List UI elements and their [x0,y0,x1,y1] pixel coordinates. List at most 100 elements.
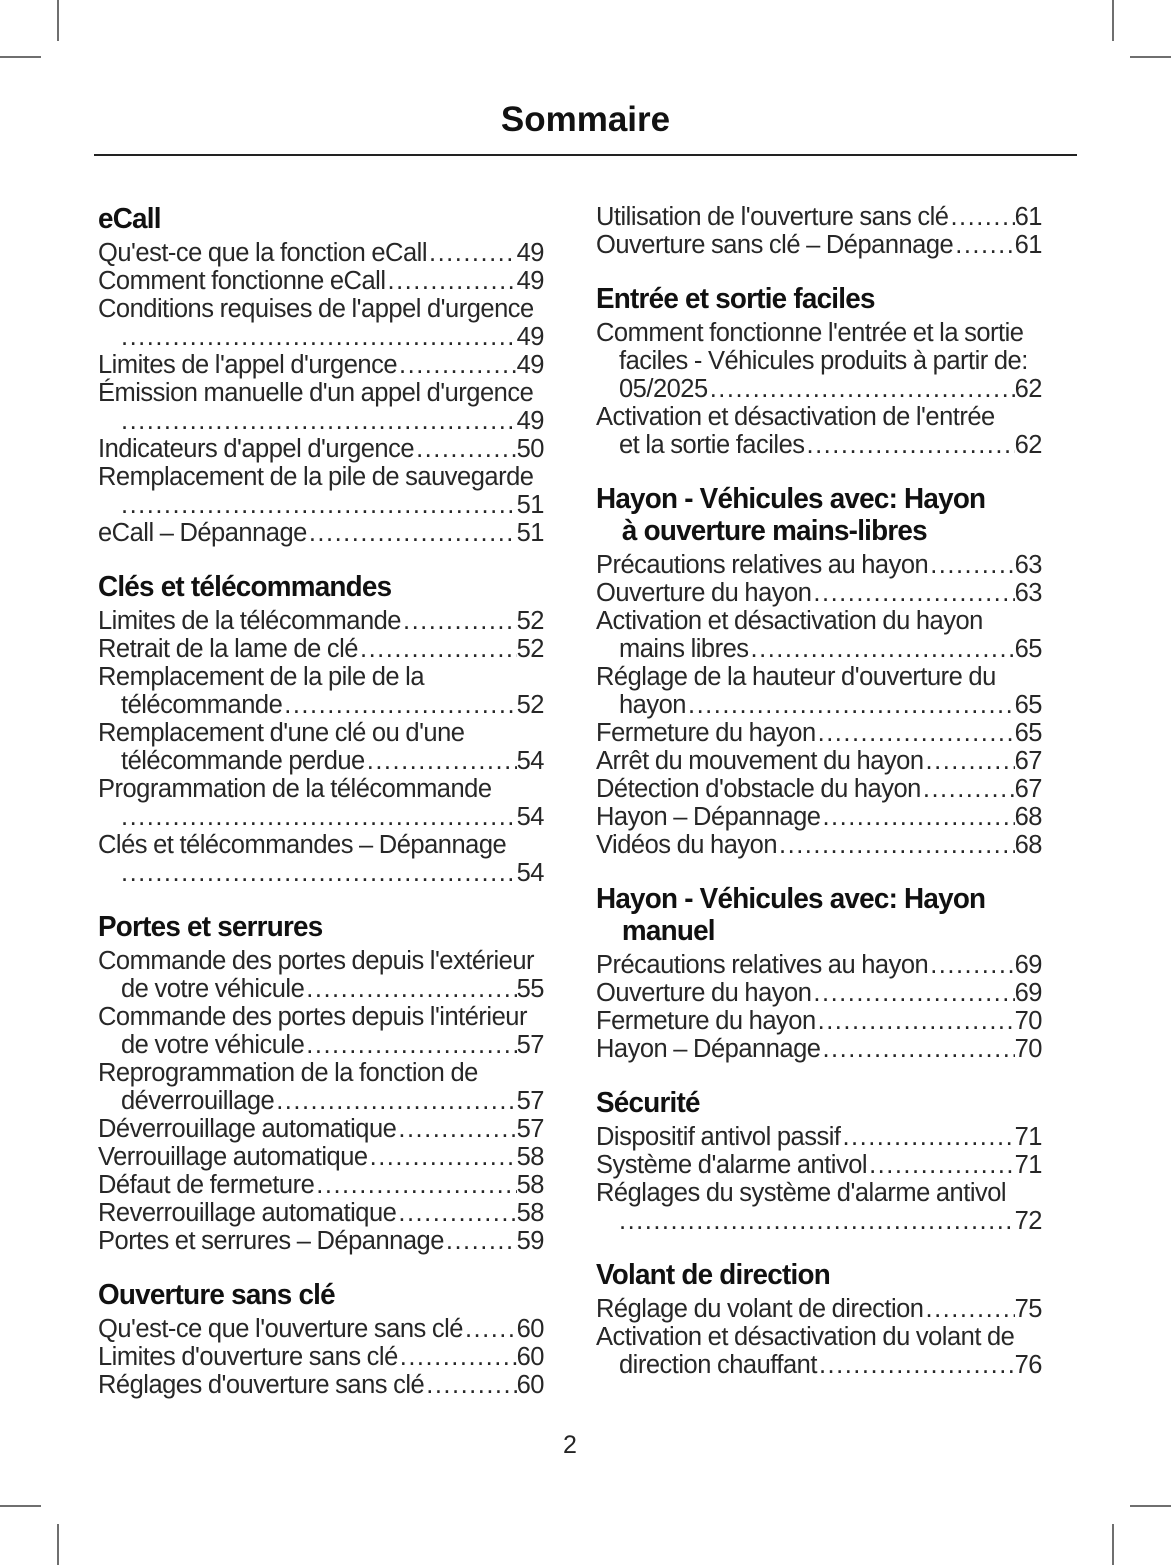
toc-page-number: 49 [516,239,545,267]
toc-section-title-line: Volant de direction [596,1259,831,1291]
toc-section: Volant de direction Réglage du volant de … [596,1259,1043,1379]
toc-entry-last-line: hayon 65 [596,691,1043,719]
toc-dot-leader [955,231,1014,259]
toc-page-number: 55 [516,975,545,1003]
toc-section: Hayon - Véhicules avec: Hayon à ouverture… [596,483,1043,859]
toc-entry-last-line: de votre véhicule 57 [98,1031,545,1059]
toc-entry-last-line: Reverrouillage automatique 58 [98,1199,545,1227]
toc-dot-leader [398,1199,516,1227]
toc-entry: Émission manuelle d'un appel d'urgence49 [98,379,545,435]
toc-dot-leader [926,1295,1015,1323]
toc-entry: Programmation de la télécommande 54 [98,775,545,831]
toc-section-title-line: Hayon - Véhicules avec: Hayon [596,483,986,515]
toc-entry: Indicateurs d'appel d'urgence 50 [98,435,545,463]
toc-entry: Remplacement de la pile de sauvegarde51 [98,463,545,519]
toc-entry-last-line: Hayon – Dépannage 68 [596,803,1043,831]
toc-page-number: 60 [516,1343,545,1371]
toc-section-title: eCall [98,203,544,235]
toc-entry-last-line: Utilisation de l'ouverture sans clé 61 [596,203,1043,231]
toc-entry-line: Émission manuelle d'un appel d'urgence [98,379,534,407]
toc-page-number: 54 [516,803,545,831]
toc-dot-leader [688,691,1015,719]
toc-page-number: 76 [1014,1351,1043,1379]
toc-entry-last-line: 05/2025 62 [596,375,1043,403]
toc-entry-label: Indicateurs d'appel d'urgence [98,435,415,463]
toc-dot-leader [813,579,1014,607]
toc-entry-label: Fermeture du hayon [596,1007,816,1035]
toc-entry-last-line: Qu'est-ce que la fonction eCall 49 [98,239,545,267]
toc-entry-label: direction chauffant [619,1351,817,1379]
toc-column-right: Utilisation de l'ouverture sans clé61Ouv… [596,203,1043,1399]
page-title: Sommaire [500,100,671,139]
toc-entry: Activation et désactivation de l'entrée e… [596,403,1043,459]
toc-entry-last-line: eCall – Dépannage 51 [98,519,545,547]
toc-page-number: 58 [516,1199,545,1227]
toc-entry: Activation et désactivation du volant de… [596,1323,1043,1379]
toc-page-number: 58 [516,1171,545,1199]
toc-page-number: 70 [1014,1007,1043,1035]
toc-dot-leader [619,1207,1015,1235]
toc-entry: Réglages d'ouverture sans clé 60 [98,1371,545,1399]
toc-entry-last-line: 72 [596,1207,1043,1235]
toc-entry-label: Limites de l'appel d'urgence [98,351,398,379]
toc-entry: Portes et serrures – Dépannage 59 [98,1227,545,1255]
toc-entry-last-line: Réglages d'ouverture sans clé 60 [98,1371,545,1399]
toc-entry-label: Détection d'obstacle du hayon [596,775,921,803]
toc-entry-line: Activation et désactivation du volant de [596,1323,1015,1351]
title-divider-rule [94,154,1077,156]
toc-entry-last-line: Système d'alarme antivol 71 [596,1151,1043,1179]
toc-entry: Hayon – Dépannage 68 [596,803,1043,831]
toc-entry-last-line: Ouverture sans clé – Dépannage 61 [596,231,1043,259]
crop-mark-bottom-right-horizontal [1130,1505,1171,1507]
toc-section-title-line: Portes et serrures [98,911,323,943]
toc-entry-label: de votre véhicule [121,975,305,1003]
toc-entry-line: Conditions requises de l'appel d'urgence [98,295,534,323]
toc-section-title-line: Sécurité [596,1087,700,1119]
toc-entry: Défaut de fermeture 58 [98,1171,545,1199]
toc-section: Ouverture sans clé Qu'est-ce que l'ouvert… [98,1279,545,1399]
page-number: 2 [563,1431,577,1459]
toc-page-number: 62 [1014,375,1043,403]
toc-page-number: 58 [516,1143,545,1171]
toc-page-number: 59 [516,1227,545,1255]
toc-dot-leader [121,323,517,351]
toc-dot-leader [751,635,1015,663]
toc-section: Entrée et sortie faciles Comment fonction… [596,283,1043,459]
toc-dot-leader [813,979,1014,1007]
toc-page-number: 69 [1014,979,1043,1007]
toc-entry-last-line: Précautions relatives au hayon 63 [596,551,1043,579]
toc-entry-last-line: Retrait de la lame de clé 52 [98,635,545,663]
toc-entry-last-line: 51 [98,491,545,519]
toc-entry: Réglages du système d'alarme antivol72 [596,1179,1043,1235]
toc-entry-last-line: télécommande 52 [98,691,545,719]
toc-dot-leader [923,775,1015,803]
toc-dot-leader [818,719,1015,747]
toc-page-number: 60 [516,1315,545,1343]
toc-entry: Fermeture du hayon 70 [596,1007,1043,1035]
toc-entry: eCall – Dépannage 51 [98,519,545,547]
toc-section: Portes et serrures Commande des portes de… [98,911,545,1255]
toc-page-number: 51 [516,519,545,547]
toc-section-title-line: à ouverture mains-libres [621,515,928,547]
toc-entry-label: télécommande [121,691,283,719]
toc-entry-last-line: Précautions relatives au hayon 69 [596,951,1043,979]
toc-entry-last-line: Fermeture du hayon 70 [596,1007,1043,1035]
toc-entry-label: Portes et serrures – Dépannage [98,1227,444,1255]
toc-dot-leader [276,1087,516,1115]
toc-dot-leader [819,1351,1015,1379]
toc-entry-last-line: Comment fonctionne eCall 49 [98,267,545,295]
toc-page-number: 65 [1014,719,1043,747]
toc-entry-line: Activation et désactivation du hayon [596,607,983,635]
toc-dot-leader [818,1007,1015,1035]
toc-entry-last-line: télécommande perdue 54 [98,747,545,775]
toc-entry-last-line: Fermeture du hayon 65 [596,719,1043,747]
toc-entry-line: Reprogrammation de la fonction de [98,1059,478,1087]
toc-dot-leader [367,747,517,775]
toc-page-number: 52 [516,691,545,719]
toc-dot-leader [121,859,517,887]
toc-page-number: 57 [516,1031,545,1059]
toc-dot-leader [429,239,517,267]
toc-entry: Verrouillage automatique 58 [98,1143,545,1171]
